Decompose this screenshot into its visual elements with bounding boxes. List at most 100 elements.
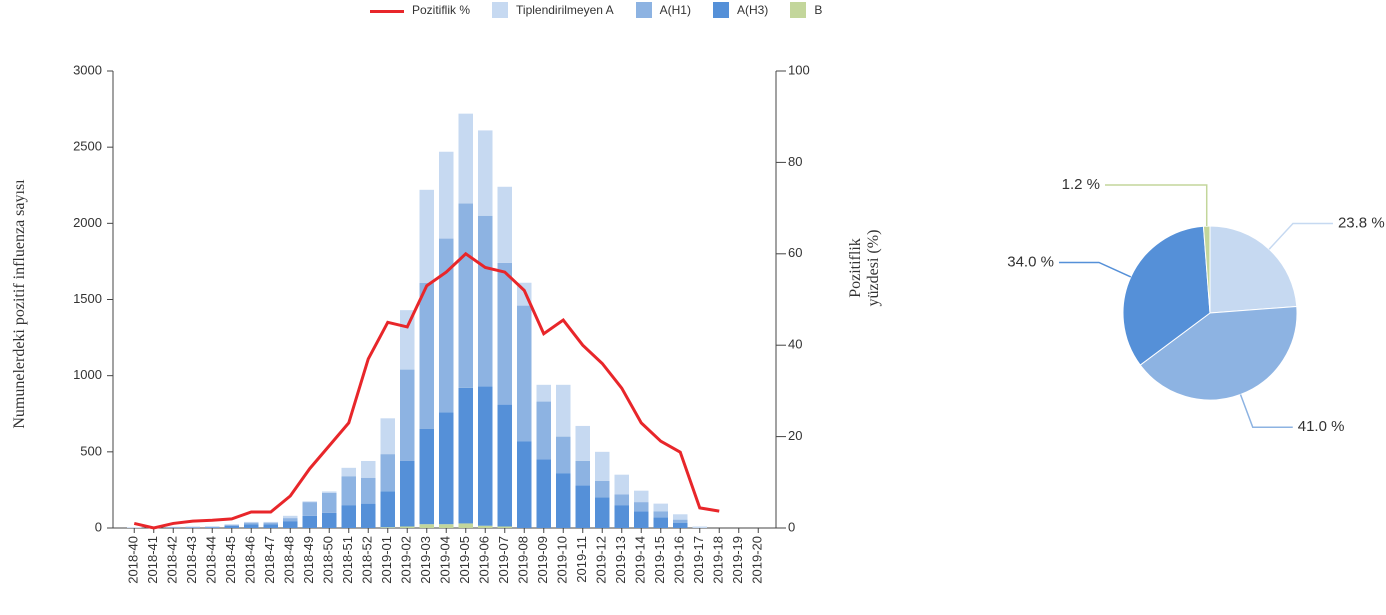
bar-segment [419, 428, 434, 525]
legend-label: A(H1) [659, 3, 691, 17]
x-tick-label: 2019-04 [438, 536, 453, 584]
x-tick-label: 2019-16 [672, 536, 687, 584]
bar-segment [224, 524, 239, 526]
bar-segment [497, 526, 512, 528]
legend-item: A(H3) [712, 2, 769, 18]
bar-segment [536, 384, 551, 402]
bar-segment [653, 503, 668, 512]
x-tick-label: 2019-14 [633, 536, 648, 584]
x-tick-label: 2018-42 [165, 536, 180, 584]
x-tick-label: 2019-13 [613, 536, 628, 584]
bar-segment [341, 476, 356, 506]
bar-segment [614, 505, 629, 528]
bar-segment [361, 503, 376, 528]
leader-line [1058, 261, 1132, 278]
x-tick-label: 2018-49 [301, 536, 316, 584]
bar-segment [556, 473, 571, 528]
x-tick-label: 2019-12 [594, 536, 609, 584]
bar-segment [614, 494, 629, 506]
bar-segment [497, 404, 512, 527]
bar-segment [439, 151, 454, 239]
legend-item: B [790, 2, 822, 18]
x-tick-label: 2019-01 [379, 536, 394, 584]
bar-segment [283, 518, 298, 522]
bar-segment [224, 524, 239, 525]
bar-segment [634, 511, 649, 528]
bar-segment [127, 527, 142, 528]
bar-segment [400, 369, 415, 461]
bar-segment [185, 526, 200, 528]
bar-segment [575, 460, 590, 486]
bar-segment [478, 525, 493, 528]
x-tick-label: 2019-15 [652, 536, 667, 584]
x-tick-label: 2018-43 [184, 536, 199, 584]
legend-label: B [814, 3, 823, 17]
y2-axis-title: Pozitiflik yüzdesi (%) [847, 229, 882, 307]
x-tick-label: 2019-07 [496, 536, 511, 584]
pie-label: 23.8 % [1338, 215, 1385, 232]
bar-segment [536, 459, 551, 528]
bar-segment [673, 522, 688, 528]
y2-tick-label: 20 [788, 428, 802, 443]
y-tick-label: 2500 [73, 139, 102, 154]
bar-segment [263, 522, 278, 525]
legend-swatch [370, 10, 404, 13]
bar-segment [634, 490, 649, 503]
x-tick-label: 2019-10 [555, 536, 570, 584]
legend-swatch [790, 2, 807, 18]
x-tick-label: 2019-11 [574, 536, 589, 583]
bar-segment [341, 505, 356, 528]
legend-item: A(H1) [635, 2, 691, 18]
x-tick-label: 2019-05 [457, 536, 472, 584]
bar-segment [283, 521, 298, 528]
legend-swatch [712, 2, 729, 18]
y2-tick-label: 100 [788, 62, 810, 77]
leader-line [1268, 222, 1333, 250]
x-tick-label: 2018-44 [204, 536, 219, 584]
bar-segment [458, 523, 473, 528]
leader-line [1239, 394, 1293, 429]
x-tick-label: 2018-41 [145, 536, 160, 584]
bar-segment [400, 526, 415, 528]
bar-segment [478, 215, 493, 387]
bar-segment [439, 238, 454, 413]
bar-segment [575, 425, 590, 461]
legend-label: Pozitiflik % [412, 3, 471, 17]
bar-segment [380, 527, 395, 528]
bar-segment [556, 436, 571, 474]
x-tick-label: 2019-19 [730, 536, 745, 584]
legend: Pozitiflik % Tiplendirilmeyen A A(H1) A(H3)… [370, 2, 822, 18]
bar-segment [673, 519, 688, 523]
pie-slice [1139, 305, 1298, 401]
bar-segment [341, 467, 356, 477]
bar-segment [419, 524, 434, 528]
x-tick-label: 2019-20 [750, 536, 765, 584]
bar-segment [439, 412, 454, 525]
bar-segment [380, 491, 395, 528]
bar-segment [595, 451, 610, 481]
y-axis-title: Numunelerdeki pozitif influenza sayısı [11, 179, 28, 429]
bar-segment [244, 521, 259, 523]
bar-segment [244, 524, 259, 528]
bar-segment [458, 203, 473, 388]
y2-tick-label: 60 [788, 245, 802, 260]
bar-segment [224, 525, 239, 528]
leader-line [1105, 184, 1208, 227]
legend-label: A(H3) [736, 3, 769, 17]
x-tick-label: 2019-02 [399, 536, 414, 584]
bar-segment [497, 186, 512, 263]
line [133, 251, 720, 530]
x-tick-label: 2019-06 [477, 536, 492, 584]
legend-swatch [635, 2, 652, 18]
bar-segment [497, 262, 512, 405]
x-tick-label: 2018-46 [243, 536, 258, 584]
pie-slice [1209, 225, 1298, 314]
bar-segment [322, 492, 337, 513]
x-tick-label: 2018-52 [360, 536, 375, 584]
bar-segment [517, 305, 532, 442]
x-tick-label: 2018-40 [126, 536, 141, 584]
x-tick-label: 2018-45 [223, 536, 238, 584]
x-tick-label: 2019-18 [711, 536, 726, 584]
y-tick-label: 2000 [73, 215, 102, 230]
